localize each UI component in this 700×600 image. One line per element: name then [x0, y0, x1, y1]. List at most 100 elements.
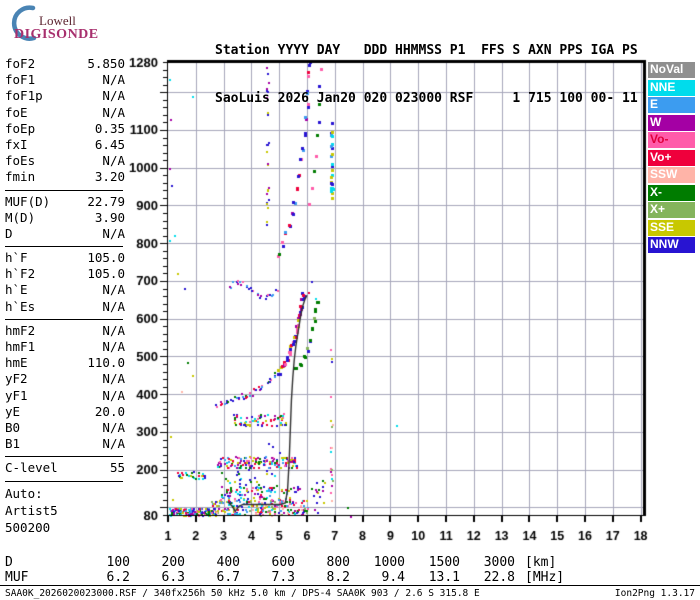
distance-row-value: 1500	[428, 555, 460, 570]
distance-row-value: 3000	[483, 555, 515, 570]
param-label: D	[5, 225, 13, 241]
param-row: h`Es N/A	[5, 299, 125, 315]
legend-item-w: W	[648, 114, 695, 131]
footer: SAA0K_2026020023000.RSF / 340fx256h 50 k…	[5, 588, 695, 599]
footer-divider	[0, 585, 700, 586]
param-row: B0 N/A	[5, 420, 125, 436]
param-label: foF1	[5, 72, 36, 88]
param-value: N/A	[102, 72, 125, 88]
param-value: 6.45	[94, 136, 125, 152]
distance-row-value: 600	[271, 555, 295, 570]
param-row: Artist5	[5, 502, 125, 519]
param-row: fmin 3.20	[5, 169, 125, 185]
param-row: foEp 0.35	[5, 121, 125, 137]
distance-row-value: 1000	[373, 555, 405, 570]
param-row: MUF(D) 22.79	[5, 194, 125, 210]
param-label: 500200	[5, 519, 51, 535]
param-row: yE 20.0	[5, 404, 125, 420]
param-value: N/A	[102, 419, 125, 435]
logo-lowell-text: Lowell	[39, 13, 76, 28]
muf-row-unit: [MHz]	[525, 570, 565, 585]
param-label: B0	[5, 419, 21, 435]
param-row: yF1 N/A	[5, 388, 125, 404]
legend-item-nne: NNE	[648, 79, 695, 96]
param-row: h`E N/A	[5, 282, 125, 298]
digisonde-logo: Lowell DIGISONDE	[6, 2, 136, 46]
param-label: B1	[5, 436, 21, 452]
param-label: hmE	[5, 355, 28, 371]
param-label: foEs	[5, 153, 36, 169]
param-value: 0.35	[94, 120, 125, 136]
distance-row-value: 200	[161, 555, 185, 570]
d-muf-table: D 100 200 400 600 800 1000 1500 3000 [km] MUF 6.2 6.…	[5, 555, 564, 585]
param-row: M(D) 3.90	[5, 210, 125, 226]
param-label: h`F2	[5, 266, 36, 282]
param-label: hmF1	[5, 339, 36, 354]
param-row: hmF1 N/A	[5, 339, 125, 355]
parameter-panel: foF2 5.850 foF1 N/A foF1p N/A foE N/A foEp 0.35 fx…	[5, 56, 125, 536]
distance-row-value: 800	[326, 555, 350, 570]
param-label: hmF2	[5, 322, 36, 338]
param-label: Artist5	[5, 502, 58, 518]
param-value: N/A	[102, 339, 125, 354]
param-label: foEp	[5, 120, 36, 136]
param-row: yF2 N/A	[5, 371, 125, 387]
param-value: N/A	[102, 436, 125, 452]
param-value: 3.20	[94, 169, 125, 185]
param-label: foF2	[5, 56, 36, 71]
distance-row-unit: [km]	[525, 555, 557, 570]
muf-row-value: 6.3	[161, 570, 185, 585]
param-row: B1 N/A	[5, 436, 125, 452]
param-value: N/A	[102, 387, 125, 403]
legend-item-nnw: NNW	[648, 237, 695, 253]
param-separator	[5, 189, 123, 191]
param-value: N/A	[102, 282, 125, 298]
param-value: 110.0	[87, 355, 125, 371]
param-separator	[5, 480, 123, 482]
param-value: N/A	[102, 104, 125, 120]
footer-file-info: SAA0K_2026020023000.RSF / 340fx256h 50 k…	[5, 588, 480, 599]
param-row: fxI 6.45	[5, 137, 125, 153]
param-row: foF2 5.850	[5, 56, 125, 72]
legend-item-x-: X-	[648, 184, 695, 201]
legend-item-sse: SSE	[648, 219, 695, 236]
param-value: N/A	[102, 153, 125, 169]
distance-row-value: 100	[106, 555, 130, 570]
param-row: D N/A	[5, 226, 125, 242]
param-label: h`E	[5, 282, 28, 298]
param-label: yF2	[5, 371, 28, 387]
param-row: h`F2 105.0	[5, 266, 125, 282]
param-row: hmF2 N/A	[5, 323, 125, 339]
header-column-values: SaoLuis 2026 Jan20 020 023000 RSF 1 715 …	[215, 91, 638, 106]
param-value: 105.0	[87, 250, 125, 266]
param-row: 500200	[5, 519, 125, 536]
param-value: N/A	[102, 298, 125, 314]
param-label: h`F	[5, 250, 28, 266]
param-value: 5.850	[87, 56, 125, 71]
station-header: Station YYYY DAY DDD HHMMSS P1 FFS S AXN…	[215, 11, 638, 139]
logo-arc-icon	[11, 5, 37, 41]
param-row: C-level 55	[5, 460, 125, 476]
logo-digisonde-text: DIGISONDE	[14, 27, 99, 42]
param-value: 22.79	[87, 193, 125, 209]
param-value: N/A	[102, 225, 125, 241]
param-label: fxI	[5, 136, 28, 152]
param-value: 3.90	[94, 209, 125, 225]
distance-row-label: D	[5, 555, 13, 570]
param-label: C-level	[5, 460, 58, 476]
param-label: yE	[5, 403, 21, 419]
param-value: 105.0	[87, 266, 125, 282]
muf-row-label: MUF	[5, 570, 29, 585]
param-label: h`Es	[5, 298, 36, 314]
param-separator	[5, 318, 123, 320]
param-label: foF1p	[5, 88, 43, 104]
distance-row: D 100 200 400 600 800 1000 1500 3000 [km]	[5, 555, 564, 570]
distance-row-value: 400	[216, 555, 240, 570]
header-column-titles: Station YYYY DAY DDD HHMMSS P1 FFS S AXN…	[215, 43, 638, 58]
param-label: M(D)	[5, 209, 36, 225]
param-value: 20.0	[94, 403, 125, 419]
muf-row-value: 13.1	[428, 570, 460, 585]
param-row: h`F 105.0	[5, 250, 125, 266]
muf-row-value: 9.4	[381, 570, 405, 585]
